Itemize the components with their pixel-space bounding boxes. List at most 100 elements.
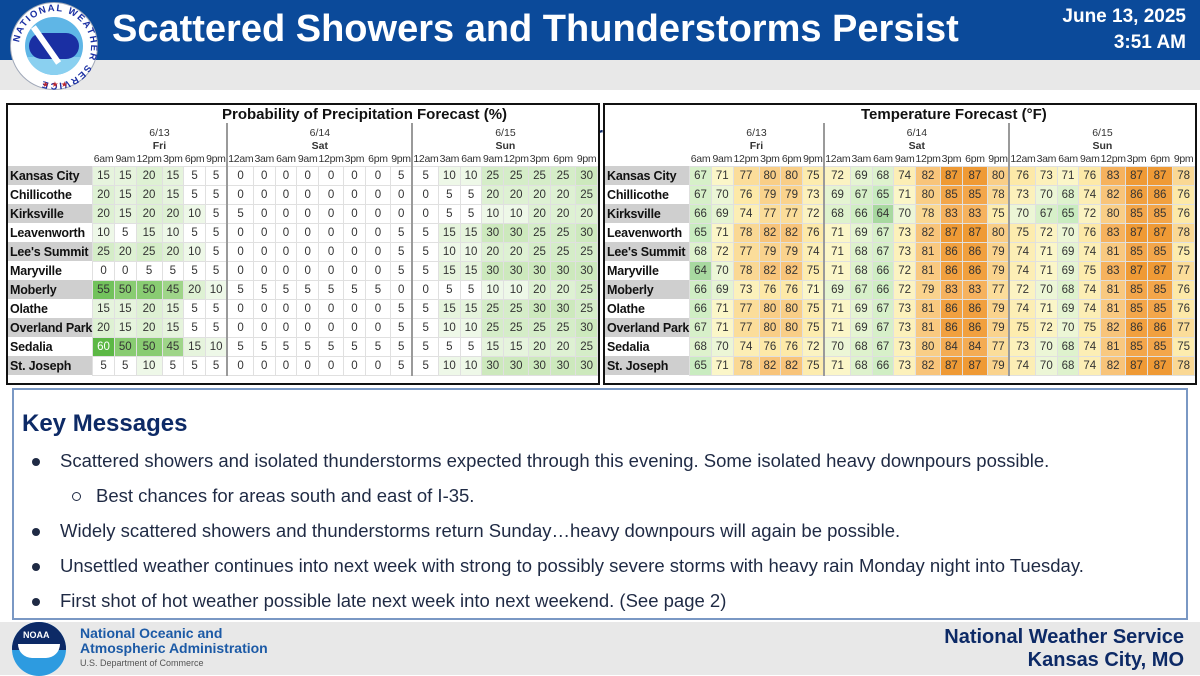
temp-value-cell: 85: [940, 184, 963, 205]
precip-value-cell: 5: [390, 241, 413, 262]
temp-value-cell: 79: [780, 241, 803, 262]
temp-value-cell: 87: [1125, 260, 1148, 281]
temp-value-cell: 69: [1056, 298, 1080, 319]
temp-value-cell: 67: [871, 241, 895, 262]
precip-table-row: Kirksville 20 15 20 20 10 5 5 0 0 0 0 0 0 0 0 5 5 10 10 20 20…: [8, 203, 598, 224]
precip-value-cell: 0: [296, 203, 319, 224]
precip-value-cell: 5: [296, 336, 319, 357]
precip-hour-header: 9pm: [206, 153, 226, 166]
precip-value-cell: 30: [549, 298, 577, 319]
precip-value-cell: 15: [113, 317, 137, 338]
temp-forecast-panel: Temperature Forecast (°F) 6/13 Fri 6/14 Sat…: [603, 103, 1197, 385]
precip-value-cell: 0: [411, 279, 439, 300]
precip-value-cell: 0: [317, 260, 345, 281]
temp-value-cell: 69: [1056, 241, 1080, 262]
precip-hour-header: 6am: [276, 153, 296, 166]
temp-value-cell: 68: [849, 355, 873, 376]
temp-hour-header: 9pm: [988, 153, 1008, 166]
precip-value-cell: 20: [528, 184, 551, 205]
nws-logo-icon: NATIONAL WEATHER SERVICE ★ ★ ★: [10, 2, 98, 91]
precip-value-cell: 30: [575, 355, 598, 376]
temp-hour-header: 3pm: [941, 153, 962, 166]
temp-value-cell: 81: [1100, 298, 1127, 319]
temp-value-cell: 74: [1078, 336, 1102, 357]
temp-value-cell: 85: [1125, 279, 1148, 300]
precip-value-cell: 5: [296, 279, 319, 300]
temp-value-cell: 72: [1034, 317, 1058, 338]
precip-value-cell: 25: [549, 317, 577, 338]
precip-value-cell: 15: [113, 298, 137, 319]
precip-value-cell: 0: [92, 260, 115, 281]
temp-value-cell: 75: [1078, 260, 1102, 281]
precip-hour-header: 12am: [411, 153, 439, 166]
temp-value-cell: 80: [780, 165, 803, 186]
temp-table-row: Sedalia 68 70 74 76 76 72 70 68 67 73 80 84 84 77 73 70 6…: [605, 336, 1195, 357]
temp-value-cell: 70: [823, 336, 851, 357]
city-name: Maryville: [10, 263, 62, 278]
temp-value-cell: 70: [1034, 336, 1058, 357]
precip-value-cell: 20: [135, 184, 163, 205]
precip-value-cell: 0: [364, 203, 392, 224]
precip-day-header: 6/13 Fri: [149, 127, 170, 152]
precip-value-cell: 20: [549, 203, 577, 224]
temp-value-cell: 80: [914, 336, 942, 357]
precip-value-cell: 5: [226, 336, 254, 357]
precip-value-cell: 15: [503, 336, 530, 357]
precip-hour-header: 9am: [115, 153, 136, 166]
precip-hour-header: 6am: [93, 153, 114, 166]
precip-value-cell: 10: [204, 279, 228, 300]
temp-value-cell: 67: [871, 317, 895, 338]
precip-value-cell: 5: [459, 279, 483, 300]
precip-value-cell: 0: [274, 241, 298, 262]
svg-text:★ ★ ★: ★ ★ ★: [42, 80, 68, 89]
temp-value-cell: 73: [893, 317, 916, 338]
precip-value-cell: 0: [226, 184, 254, 205]
temp-value-cell: 87: [1146, 355, 1174, 376]
temp-value-cell: 68: [689, 336, 712, 357]
temp-value-cell: 87: [940, 165, 963, 186]
key-messages-box: Key Messages Scattered showers and isola…: [12, 388, 1188, 620]
precip-value-cell: 10: [503, 203, 530, 224]
precip-value-cell: 30: [549, 355, 577, 376]
temp-value-cell: 78: [732, 222, 760, 243]
temp-value-cell: 85: [1146, 336, 1174, 357]
temp-value-cell: 79: [914, 279, 942, 300]
temp-value-cell: 66: [689, 279, 712, 300]
temp-value-cell: 81: [914, 298, 942, 319]
precip-value-cell: 20: [161, 203, 185, 224]
precip-value-cell: 0: [274, 184, 298, 205]
city-name: Kirksville: [605, 204, 690, 223]
temp-value-cell: 72: [893, 279, 916, 300]
hollow-bullet-icon: [72, 492, 81, 501]
temp-value-cell: 87: [940, 355, 963, 376]
temp-value-cell: 76: [801, 222, 825, 243]
precip-value-cell: 0: [226, 241, 254, 262]
temp-value-cell: 72: [1008, 279, 1036, 300]
temp-value-cell: 71: [710, 222, 734, 243]
precip-value-cell: 20: [481, 184, 505, 205]
precip-value-cell: 0: [343, 184, 366, 205]
precip-value-cell: 15: [113, 184, 137, 205]
precip-value-cell: 0: [390, 279, 413, 300]
city-name: St. Joseph: [605, 356, 690, 375]
temp-value-cell: 77: [780, 203, 803, 224]
temp-value-cell: 66: [689, 203, 712, 224]
precip-value-cell: 5: [204, 355, 228, 376]
temp-value-cell: 71: [823, 317, 851, 338]
precip-table-row: Overland Park 20 15 20 15 5 5 0 0 0 0 0 0 0 5 5 10 10 25 25…: [8, 317, 598, 338]
precip-value-cell: 0: [317, 184, 345, 205]
precip-value-cell: 15: [161, 317, 185, 338]
noaa-department: U.S. Department of Commerce: [80, 658, 204, 668]
precip-value-cell: 30: [481, 355, 505, 376]
precip-value-cell: 0: [411, 203, 439, 224]
temp-value-cell: 76: [1172, 298, 1195, 319]
temp-value-cell: 76: [732, 184, 760, 205]
precip-value-cell: 5: [161, 260, 185, 281]
temp-value-cell: 87: [961, 222, 989, 243]
temp-value-cell: 71: [823, 260, 851, 281]
temp-value-cell: 74: [732, 336, 760, 357]
temp-value-cell: 84: [961, 336, 989, 357]
precip-value-cell: 20: [549, 336, 577, 357]
temp-value-cell: 78: [1172, 355, 1195, 376]
precip-value-cell: 20: [135, 165, 163, 186]
